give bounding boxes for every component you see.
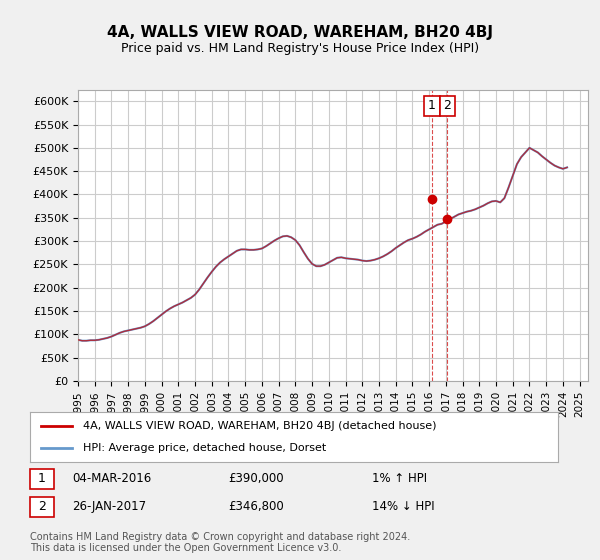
Text: £346,800: £346,800 — [228, 500, 284, 514]
Text: 1: 1 — [428, 100, 436, 113]
Text: 4A, WALLS VIEW ROAD, WAREHAM, BH20 4BJ (detached house): 4A, WALLS VIEW ROAD, WAREHAM, BH20 4BJ (… — [83, 421, 436, 431]
Text: 4A, WALLS VIEW ROAD, WAREHAM, BH20 4BJ: 4A, WALLS VIEW ROAD, WAREHAM, BH20 4BJ — [107, 25, 493, 40]
Text: 1% ↑ HPI: 1% ↑ HPI — [372, 472, 427, 486]
Text: 2: 2 — [38, 500, 46, 514]
Text: 2: 2 — [443, 100, 451, 113]
Text: 04-MAR-2016: 04-MAR-2016 — [72, 472, 151, 486]
Text: 14% ↓ HPI: 14% ↓ HPI — [372, 500, 434, 514]
Text: 26-JAN-2017: 26-JAN-2017 — [72, 500, 146, 514]
Text: HPI: Average price, detached house, Dorset: HPI: Average price, detached house, Dors… — [83, 443, 326, 453]
Text: Price paid vs. HM Land Registry's House Price Index (HPI): Price paid vs. HM Land Registry's House … — [121, 42, 479, 55]
Text: £390,000: £390,000 — [228, 472, 284, 486]
Text: Contains HM Land Registry data © Crown copyright and database right 2024.
This d: Contains HM Land Registry data © Crown c… — [30, 531, 410, 553]
Text: 1: 1 — [38, 472, 46, 486]
